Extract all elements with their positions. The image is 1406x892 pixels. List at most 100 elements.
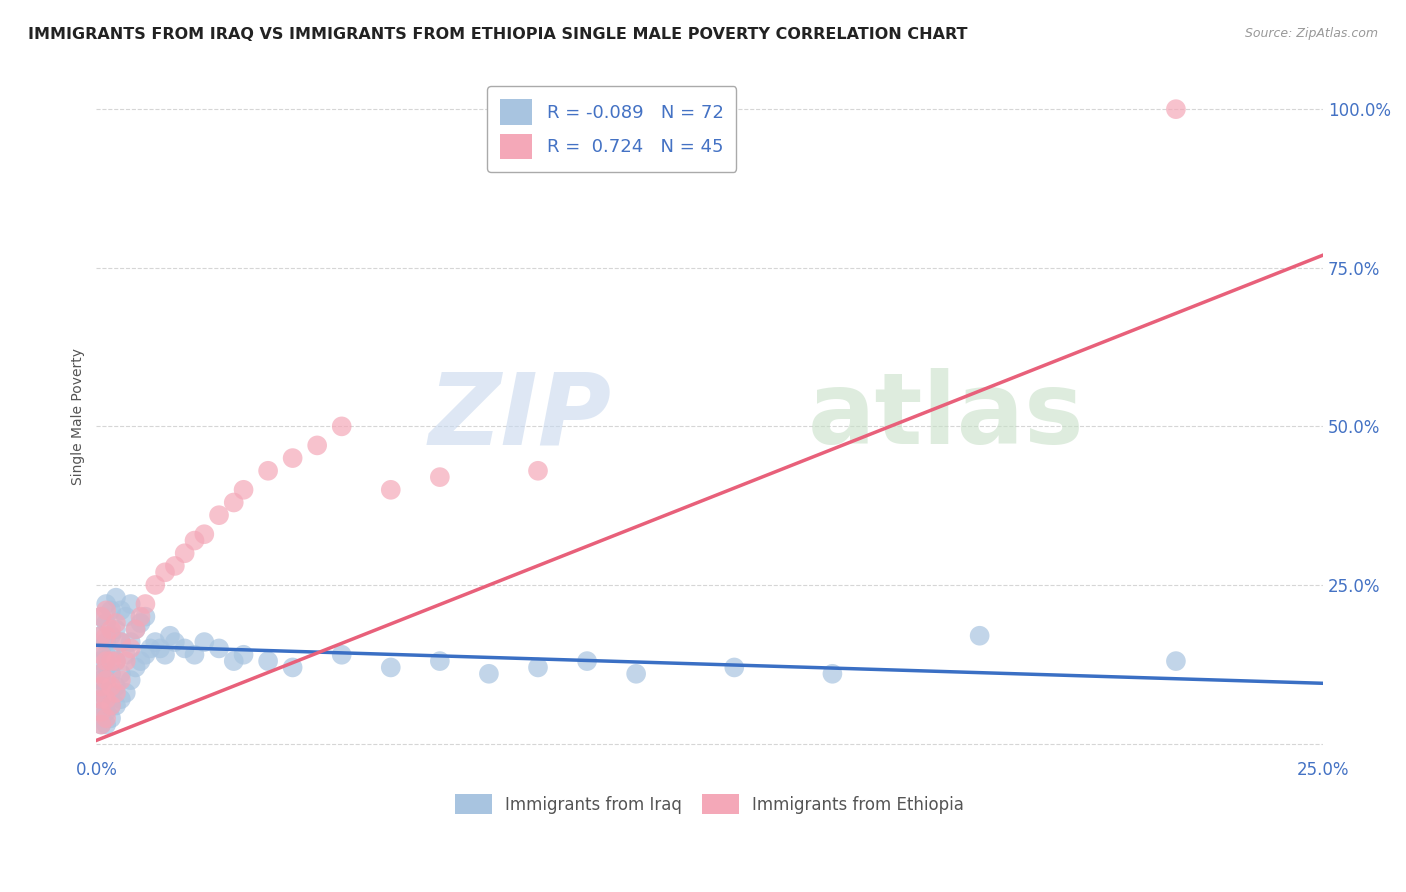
Point [96, 705, 118, 719]
Point [96, 680, 118, 694]
Point [90, 666, 112, 681]
Point [96, 717, 118, 731]
Point [257, 464, 280, 478]
Point [110, 673, 132, 687]
Point [281, 660, 304, 674]
Point [120, 597, 142, 611]
Point [96, 660, 118, 674]
Point [90, 609, 112, 624]
Point [100, 648, 122, 662]
Point [100, 698, 122, 713]
Point [110, 692, 132, 706]
Point [90, 692, 112, 706]
Point [527, 660, 550, 674]
Point [90, 654, 112, 668]
Legend: Immigrants from Iraq, Immigrants from Ethiopia: Immigrants from Iraq, Immigrants from Et… [447, 786, 973, 822]
Point [120, 641, 142, 656]
Point [110, 666, 132, 681]
Point [96, 711, 118, 725]
Point [90, 705, 112, 719]
Point [90, 717, 112, 731]
Point [90, 686, 112, 700]
Point [96, 635, 118, 649]
Point [104, 686, 127, 700]
Point [100, 711, 122, 725]
Point [90, 705, 112, 719]
Point [100, 698, 122, 713]
Point [129, 615, 152, 630]
Point [104, 654, 127, 668]
Point [90, 609, 112, 624]
Point [208, 641, 231, 656]
Point [114, 648, 136, 662]
Text: IMMIGRANTS FROM IRAQ VS IMMIGRANTS FROM ETHIOPIA SINGLE MALE POVERTY CORRELATION: IMMIGRANTS FROM IRAQ VS IMMIGRANTS FROM … [28, 27, 967, 42]
Point [173, 641, 195, 656]
Point [110, 603, 132, 617]
Point [96, 597, 118, 611]
Point [90, 641, 112, 656]
Point [163, 558, 186, 573]
Point [183, 533, 205, 548]
Point [100, 603, 122, 617]
Point [330, 419, 353, 434]
Point [429, 654, 451, 668]
Point [90, 692, 112, 706]
Text: Source: ZipAtlas.com: Source: ZipAtlas.com [1244, 27, 1378, 40]
Point [193, 635, 215, 649]
Point [478, 666, 501, 681]
Point [624, 666, 647, 681]
Point [193, 527, 215, 541]
Point [114, 686, 136, 700]
Point [134, 609, 156, 624]
Point [96, 654, 118, 668]
Point [232, 648, 254, 662]
Point [222, 495, 245, 509]
Point [96, 692, 118, 706]
Point [429, 470, 451, 484]
Point [173, 546, 195, 560]
Point [139, 641, 162, 656]
Point [134, 597, 156, 611]
Point [114, 654, 136, 668]
Point [143, 635, 166, 649]
Point [96, 648, 118, 662]
Point [120, 635, 142, 649]
Point [110, 635, 132, 649]
Point [129, 609, 152, 624]
Point [100, 686, 122, 700]
Point [969, 629, 991, 643]
Point [110, 635, 132, 649]
Point [330, 648, 353, 662]
Point [114, 609, 136, 624]
Point [100, 654, 122, 668]
Point [208, 508, 231, 523]
Point [134, 648, 156, 662]
Point [124, 660, 146, 674]
Point [232, 483, 254, 497]
Point [723, 660, 745, 674]
Point [96, 603, 118, 617]
Point [1164, 102, 1187, 116]
Point [153, 648, 176, 662]
Point [527, 464, 550, 478]
Point [380, 483, 402, 497]
Point [821, 666, 844, 681]
Point [100, 623, 122, 637]
Point [281, 451, 304, 466]
Point [90, 629, 112, 643]
Point [104, 680, 127, 694]
Point [104, 654, 127, 668]
Point [104, 698, 127, 713]
Point [90, 666, 112, 681]
Point [576, 654, 599, 668]
Point [153, 566, 176, 580]
Point [104, 615, 127, 630]
Point [159, 629, 181, 643]
Text: atlas: atlas [808, 368, 1084, 466]
Point [96, 673, 118, 687]
Point [90, 629, 112, 643]
Point [104, 591, 127, 605]
Point [100, 680, 122, 694]
Text: ZIP: ZIP [429, 368, 612, 466]
Point [100, 666, 122, 681]
